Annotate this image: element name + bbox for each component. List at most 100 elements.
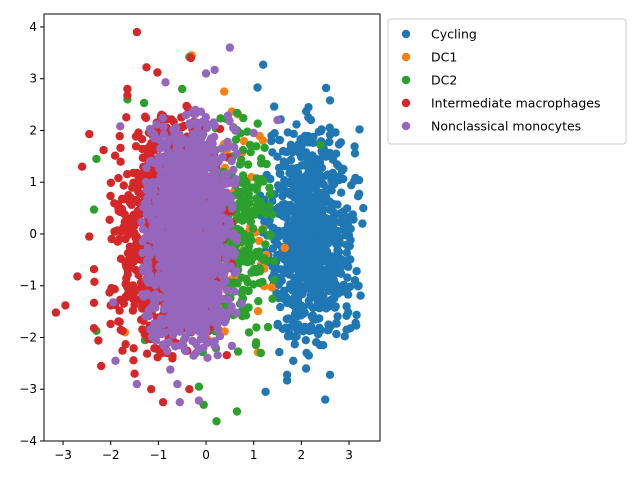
data-point: [211, 154, 220, 163]
data-point: [232, 267, 241, 276]
data-point: [225, 116, 234, 126]
data-point: [176, 341, 185, 350]
data-point: [254, 297, 263, 306]
data-point: [354, 281, 363, 290]
data-point: [139, 98, 149, 108]
data-point: [163, 244, 172, 253]
data-point: [290, 260, 299, 270]
data-point: [185, 385, 194, 394]
data-point: [321, 395, 330, 404]
data-point: [213, 319, 222, 328]
data-point: [265, 202, 274, 211]
data-point: [189, 135, 199, 144]
data-point: [158, 398, 168, 407]
data-point: [286, 145, 295, 154]
x-tick-label: −1: [150, 448, 168, 462]
data-point: [131, 142, 141, 151]
data-point: [282, 314, 291, 324]
data-point: [262, 159, 271, 169]
data-point: [92, 154, 101, 164]
data-point: [131, 239, 141, 249]
data-point: [330, 280, 339, 290]
data-point: [236, 187, 245, 197]
data-point: [286, 190, 295, 199]
data-point: [106, 191, 115, 201]
data-point: [154, 270, 164, 279]
data-point: [222, 179, 232, 188]
data-point: [209, 118, 218, 127]
data-point: [304, 103, 313, 112]
data-point: [162, 271, 171, 280]
data-point: [158, 113, 168, 123]
data-point: [283, 257, 292, 266]
data-point: [325, 137, 334, 147]
data-point: [131, 132, 141, 141]
data-point: [289, 215, 299, 224]
data-point: [323, 280, 333, 290]
data-point: [174, 302, 184, 312]
data-point: [325, 96, 335, 105]
data-point: [128, 183, 137, 192]
data-point: [275, 347, 284, 357]
data-point: [226, 198, 235, 207]
data-point: [291, 288, 300, 298]
data-point: [116, 143, 125, 153]
data-point: [304, 351, 313, 360]
data-point: [332, 160, 342, 169]
data-point: [177, 316, 186, 325]
data-point: [334, 175, 344, 185]
data-point: [306, 257, 315, 266]
data-point: [194, 242, 203, 252]
data-point: [121, 292, 130, 302]
data-point: [181, 332, 190, 341]
data-point: [313, 285, 322, 295]
data-point: [170, 217, 180, 227]
data-point: [279, 157, 288, 166]
data-point: [114, 173, 123, 183]
data-point: [315, 340, 325, 350]
data-point: [179, 236, 188, 245]
data-point: [342, 248, 351, 257]
data-point: [259, 60, 268, 69]
data-point: [259, 256, 269, 265]
data-point: [308, 151, 317, 160]
data-point: [116, 122, 125, 131]
data-point: [252, 142, 261, 151]
data-point: [222, 309, 232, 318]
data-point: [154, 327, 163, 336]
data-point: [216, 114, 225, 123]
data-point: [180, 201, 189, 210]
data-point: [327, 186, 336, 195]
data-point: [268, 210, 277, 219]
data-point: [213, 351, 222, 360]
data-point: [312, 247, 321, 257]
data-point: [138, 144, 147, 154]
data-point: [299, 238, 308, 247]
data-point: [127, 200, 136, 210]
data-point: [114, 206, 123, 216]
series-0: [253, 60, 368, 404]
data-point: [99, 145, 108, 155]
data-point: [306, 224, 315, 233]
legend-marker: [401, 98, 411, 108]
data-point: [111, 356, 120, 365]
data-point: [181, 111, 191, 120]
data-point: [317, 163, 327, 173]
data-point: [145, 251, 154, 260]
data-point: [121, 234, 130, 244]
data-point: [342, 302, 351, 311]
data-point: [168, 264, 178, 273]
data-point: [352, 267, 361, 276]
legend-marker: [401, 75, 411, 85]
data-point: [306, 291, 315, 300]
data-point: [116, 325, 126, 335]
data-point: [231, 135, 241, 144]
data-point: [159, 206, 169, 215]
data-point: [305, 164, 314, 174]
data-point: [198, 334, 207, 343]
data-point: [215, 332, 225, 341]
data-point: [230, 143, 239, 152]
data-point: [303, 136, 312, 145]
data-point: [190, 269, 199, 278]
data-point: [350, 142, 359, 151]
